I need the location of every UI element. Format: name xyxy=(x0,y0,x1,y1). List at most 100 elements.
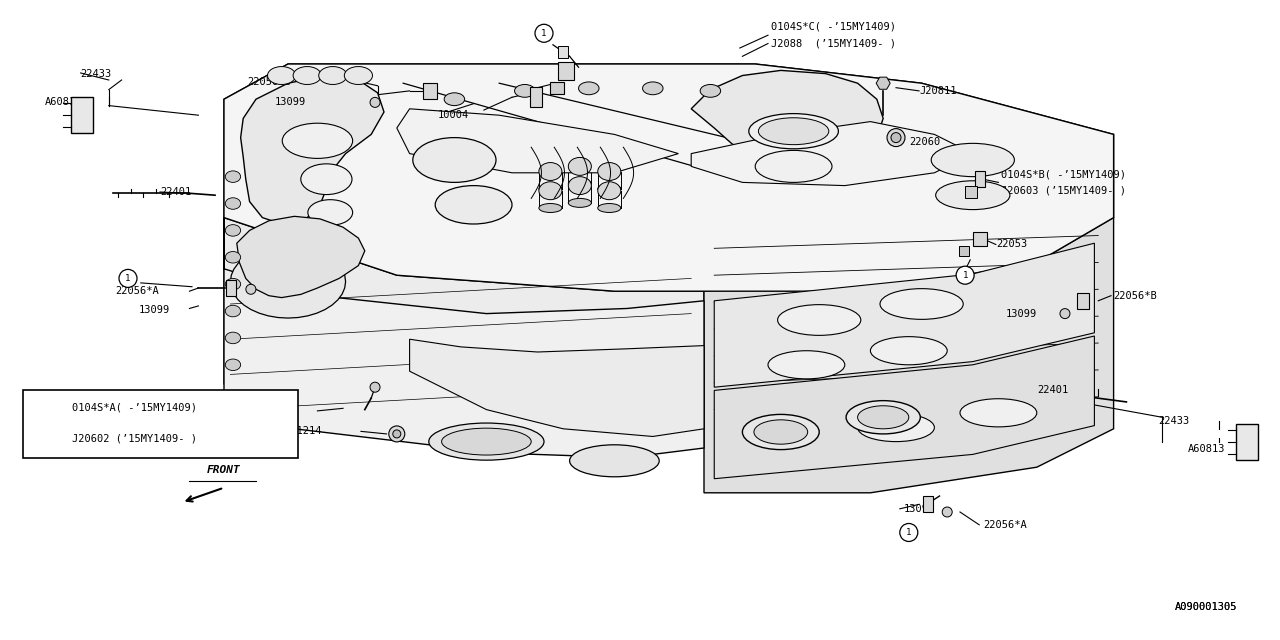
Ellipse shape xyxy=(758,118,829,145)
Polygon shape xyxy=(397,109,678,173)
Ellipse shape xyxy=(301,164,352,195)
Text: 13099: 13099 xyxy=(138,305,169,316)
Bar xyxy=(227,280,237,296)
Ellipse shape xyxy=(308,200,353,225)
Polygon shape xyxy=(230,245,346,318)
Polygon shape xyxy=(714,243,1094,387)
Text: 0104S*C( -’15MY1409): 0104S*C( -’15MY1409) xyxy=(771,22,896,32)
Ellipse shape xyxy=(568,177,591,195)
Bar xyxy=(550,83,564,94)
Bar xyxy=(973,232,987,246)
Ellipse shape xyxy=(268,67,296,84)
Text: 13099: 13099 xyxy=(904,504,934,514)
Ellipse shape xyxy=(858,406,909,429)
Circle shape xyxy=(246,284,256,294)
Bar xyxy=(558,61,573,79)
Circle shape xyxy=(119,269,137,287)
Ellipse shape xyxy=(539,184,562,193)
Text: 1: 1 xyxy=(963,271,968,280)
Text: FRONT: FRONT xyxy=(207,465,241,475)
Ellipse shape xyxy=(858,413,934,442)
Ellipse shape xyxy=(344,67,372,84)
Text: 1: 1 xyxy=(125,274,131,283)
Ellipse shape xyxy=(960,399,1037,427)
Text: 13099: 13099 xyxy=(1006,308,1037,319)
Text: 22401: 22401 xyxy=(1037,385,1068,396)
Ellipse shape xyxy=(539,204,562,212)
Text: 22401: 22401 xyxy=(160,187,191,197)
Ellipse shape xyxy=(225,278,241,290)
Text: 22630: 22630 xyxy=(256,406,287,416)
Text: 22433: 22433 xyxy=(81,68,111,79)
Ellipse shape xyxy=(515,84,535,97)
Text: J20811: J20811 xyxy=(919,86,956,96)
Ellipse shape xyxy=(755,150,832,182)
Bar xyxy=(1235,424,1257,460)
Polygon shape xyxy=(224,218,704,451)
Text: A60813: A60813 xyxy=(45,97,82,108)
Circle shape xyxy=(891,132,901,143)
Bar xyxy=(959,246,969,256)
Circle shape xyxy=(389,426,404,442)
Polygon shape xyxy=(714,336,1094,479)
Circle shape xyxy=(942,507,952,517)
Bar xyxy=(923,497,933,512)
Ellipse shape xyxy=(283,123,353,158)
Ellipse shape xyxy=(754,420,808,444)
Bar xyxy=(965,186,977,198)
Polygon shape xyxy=(224,218,704,458)
Ellipse shape xyxy=(412,138,497,182)
Circle shape xyxy=(370,97,380,108)
Ellipse shape xyxy=(570,445,659,477)
Ellipse shape xyxy=(598,163,621,180)
Text: 0104S*B( -’15MY1409): 0104S*B( -’15MY1409) xyxy=(1001,169,1126,179)
Text: 22056*A: 22056*A xyxy=(115,286,159,296)
Text: D91214: D91214 xyxy=(284,426,321,436)
Bar xyxy=(422,83,436,99)
Circle shape xyxy=(370,382,380,392)
Ellipse shape xyxy=(936,181,1010,210)
Ellipse shape xyxy=(749,114,838,148)
Text: J20603 (’15MY1409- ): J20603 (’15MY1409- ) xyxy=(1001,186,1126,196)
Ellipse shape xyxy=(870,337,947,365)
Polygon shape xyxy=(877,77,890,89)
Ellipse shape xyxy=(444,93,465,106)
Text: 10004: 10004 xyxy=(438,110,468,120)
Ellipse shape xyxy=(579,82,599,95)
Ellipse shape xyxy=(225,198,241,209)
Ellipse shape xyxy=(598,204,621,212)
Ellipse shape xyxy=(293,67,321,84)
Polygon shape xyxy=(237,216,365,298)
Bar xyxy=(558,45,568,58)
Polygon shape xyxy=(691,122,973,186)
Circle shape xyxy=(393,430,401,438)
Ellipse shape xyxy=(778,305,861,335)
Polygon shape xyxy=(224,64,1114,291)
Circle shape xyxy=(1060,308,1070,319)
Text: A090001305: A090001305 xyxy=(1175,602,1238,612)
Ellipse shape xyxy=(768,351,845,379)
Text: 22056*B: 22056*B xyxy=(1114,291,1157,301)
Ellipse shape xyxy=(598,182,621,200)
Bar xyxy=(1076,292,1088,308)
Text: A090001305: A090001305 xyxy=(1175,602,1238,612)
Text: 22433: 22433 xyxy=(1158,416,1189,426)
Ellipse shape xyxy=(700,84,721,97)
Text: 1: 1 xyxy=(541,29,547,38)
Text: 1: 1 xyxy=(906,528,911,537)
Bar xyxy=(975,172,986,187)
Ellipse shape xyxy=(442,428,531,455)
Text: A60813: A60813 xyxy=(1188,444,1225,454)
Circle shape xyxy=(900,524,918,541)
Ellipse shape xyxy=(568,198,591,207)
Ellipse shape xyxy=(225,252,241,263)
Text: 22060: 22060 xyxy=(909,137,940,147)
Ellipse shape xyxy=(429,423,544,460)
Ellipse shape xyxy=(225,332,241,344)
Ellipse shape xyxy=(742,415,819,449)
Polygon shape xyxy=(704,218,1114,493)
Ellipse shape xyxy=(319,67,347,84)
Text: 1: 1 xyxy=(44,404,49,413)
Ellipse shape xyxy=(846,401,920,434)
Circle shape xyxy=(887,129,905,147)
